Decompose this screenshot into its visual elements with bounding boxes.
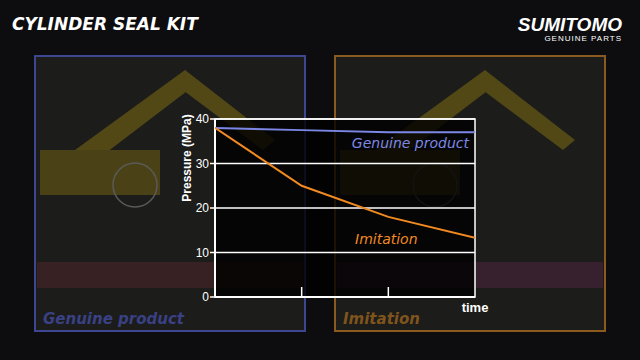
root: Genuine product Imitation CYLINDER SEAL KI… xyxy=(0,0,640,360)
y-tick-label: 10 xyxy=(196,246,210,260)
panel-label: Imitation xyxy=(343,310,420,328)
x-tick xyxy=(388,287,390,297)
brand-subtitle: GENUINE PARTS xyxy=(544,34,622,43)
series-label: Imitation xyxy=(355,231,418,247)
y-axis xyxy=(214,119,216,297)
panel-label: Genuine product xyxy=(43,310,185,328)
title: CYLINDER SEAL KIT xyxy=(12,14,199,34)
chart-svg: Genuine product Imitation CYLINDER SEAL KI… xyxy=(0,0,640,360)
excavator-arm xyxy=(480,70,575,150)
plot-area xyxy=(215,119,475,297)
grid-line xyxy=(215,207,475,209)
highlight-circle xyxy=(113,163,157,207)
series-label: Genuine product xyxy=(352,135,470,151)
x-axis xyxy=(215,296,475,298)
y-tick-label: 30 xyxy=(196,157,210,171)
series-line xyxy=(215,128,475,132)
background xyxy=(0,0,640,360)
grid-line xyxy=(215,296,475,298)
y-tick-label: 20 xyxy=(196,201,210,215)
series-line xyxy=(215,128,475,238)
y-tick-label: 40 xyxy=(196,112,210,126)
plot-frame xyxy=(215,119,475,297)
x-tick xyxy=(301,287,303,297)
grid-line xyxy=(215,252,475,254)
brand: SUMITOMO xyxy=(518,14,622,35)
grid-line xyxy=(215,163,475,165)
excavator-body xyxy=(40,150,160,195)
x-axis-label: time xyxy=(462,300,489,315)
series-group xyxy=(215,128,475,238)
y-axis-label: Pressure (MPa) xyxy=(180,114,194,201)
y-tick-label: 0 xyxy=(202,290,209,304)
